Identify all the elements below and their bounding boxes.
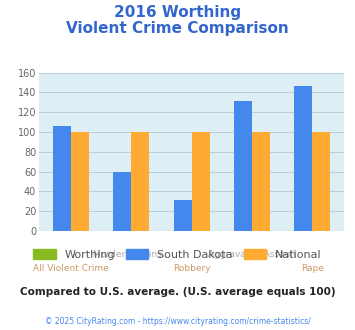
Text: © 2025 CityRating.com - https://www.cityrating.com/crime-statistics/: © 2025 CityRating.com - https://www.city… <box>45 317 310 326</box>
Legend: Worthing, South Dakota, National: Worthing, South Dakota, National <box>33 249 322 260</box>
Bar <box>312 132 331 231</box>
Bar <box>71 132 89 231</box>
Text: 2016 Worthing: 2016 Worthing <box>114 5 241 20</box>
Text: Murder & Mans...: Murder & Mans... <box>93 250 170 259</box>
Text: Compared to U.S. average. (U.S. average equals 100): Compared to U.S. average. (U.S. average … <box>20 287 335 297</box>
Bar <box>174 200 192 231</box>
Bar <box>131 132 149 231</box>
Text: Rape: Rape <box>301 264 324 273</box>
Bar <box>252 132 270 231</box>
Bar <box>192 132 210 231</box>
Bar <box>113 172 131 231</box>
Bar <box>294 86 312 231</box>
Text: Aggravated Assault: Aggravated Assault <box>208 250 296 259</box>
Bar <box>234 101 252 231</box>
Text: All Violent Crime: All Violent Crime <box>33 264 109 273</box>
Text: Robbery: Robbery <box>173 264 211 273</box>
Bar <box>53 126 71 231</box>
Text: Violent Crime Comparison: Violent Crime Comparison <box>66 21 289 36</box>
